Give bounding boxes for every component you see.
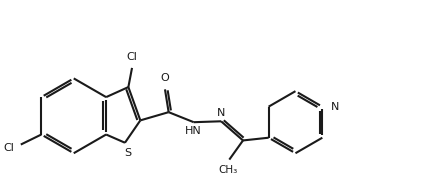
Text: S: S (124, 148, 131, 158)
Text: N: N (217, 108, 226, 118)
Text: Cl: Cl (3, 143, 14, 153)
Text: Cl: Cl (127, 52, 137, 62)
Text: CH₃: CH₃ (219, 165, 238, 175)
Text: O: O (160, 73, 169, 83)
Text: N: N (330, 102, 339, 112)
Text: HN: HN (184, 126, 201, 136)
